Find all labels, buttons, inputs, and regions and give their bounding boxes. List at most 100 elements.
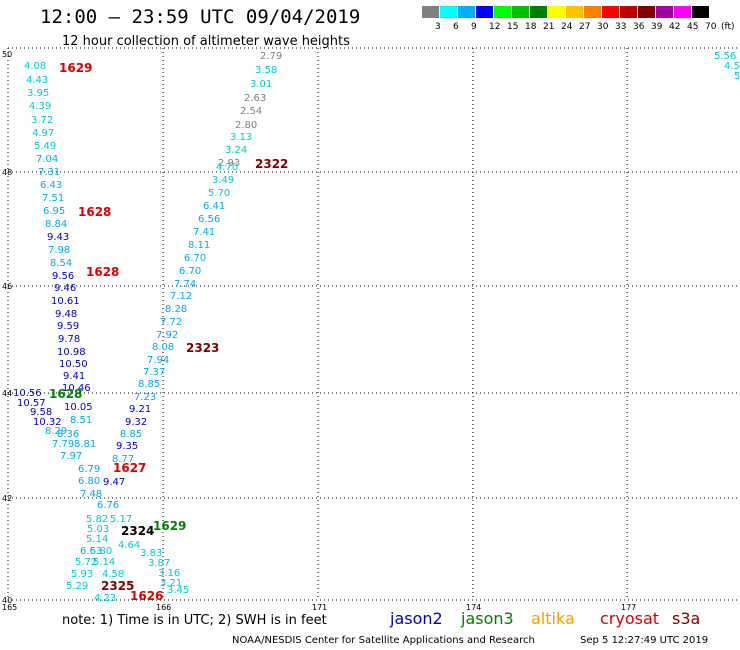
wave-height-label: 7.37	[143, 367, 166, 378]
wave-height-label: 5.49	[34, 141, 57, 152]
wave-height-label: 3.16	[158, 568, 181, 579]
legend-label: 3	[435, 22, 441, 32]
legend-label: 39	[651, 22, 663, 32]
wave-height-label: 9.41	[63, 371, 86, 382]
wave-height-label: 7.74	[174, 279, 197, 290]
wave-height-label: 8.54	[50, 258, 73, 269]
wave-height-label: 8.11	[188, 240, 211, 251]
wave-height-label: 6.43	[40, 180, 63, 191]
units-note: note: 1) Time is in UTC; 2) SWH is in fe…	[62, 613, 327, 628]
wave-height-label: 10.57	[17, 398, 46, 409]
wave-height-label: 4.23	[94, 593, 117, 604]
legend-swatch	[584, 6, 601, 18]
longitude-label: 171	[312, 603, 328, 612]
latitude-label: 48	[2, 168, 13, 177]
wave-height-label: 2.93	[218, 158, 241, 169]
wave-height-label: 4.97	[32, 128, 55, 139]
wave-height-label: 6.80	[78, 476, 101, 487]
legend-swatch	[692, 6, 709, 18]
longitude-label: 165	[2, 603, 18, 612]
wave-height-label: 2.80	[235, 120, 258, 131]
wave-height-label: 5.14	[86, 534, 109, 545]
wave-height-label: 3.72	[31, 115, 54, 126]
latitude-label: 40	[2, 596, 13, 605]
wave-height-label: 4.58	[102, 569, 125, 580]
wave-height-label: 3.87	[148, 558, 171, 569]
wave-height-label: 4.39	[29, 101, 52, 112]
legend-label: 42	[669, 22, 681, 32]
legend-swatch	[422, 6, 439, 18]
wave-height-label: 7.31	[38, 167, 61, 178]
legend-label: 36	[633, 22, 645, 32]
wave-height-label: 2.79	[260, 51, 283, 62]
wave-height-label: 9.48	[55, 309, 78, 320]
legend-swatch	[602, 6, 619, 18]
wave-height-label: 10.05	[64, 402, 93, 413]
satellite-name: jason2	[390, 609, 443, 628]
pass-time-label: 1626	[130, 589, 164, 603]
wave-height-label: 4.43	[26, 75, 49, 86]
wave-height-label: 5.93	[71, 569, 94, 580]
longitude-label: 166	[156, 603, 172, 612]
latitude-label: 50	[2, 50, 13, 59]
wave-height-label: 3.45	[167, 585, 190, 596]
wave-height-label: 10.56	[13, 388, 42, 399]
wave-height-label: 8.81	[74, 439, 97, 450]
legend-label: 27	[579, 22, 591, 32]
wave-height-label: 7.51	[42, 193, 65, 204]
legend-swatch	[548, 6, 565, 18]
wave-height-label: 5.56	[714, 51, 737, 62]
pass-time-label: 2324	[121, 524, 155, 538]
pass-time-label: 1629	[153, 519, 187, 533]
wave-height-label: 7.94	[147, 355, 170, 366]
satellite-name: cryosat	[600, 609, 660, 628]
legend-swatch	[494, 6, 511, 18]
latitude-label: 46	[2, 282, 13, 291]
wave-height-label: 9.47	[103, 477, 126, 488]
wave-height-label: 9.35	[116, 441, 139, 452]
legend-label: 9	[471, 22, 477, 32]
pass-time-label: 1628	[49, 387, 83, 401]
wave-height-label: 6.56	[198, 214, 221, 225]
wave-height-label: 3.58	[255, 65, 278, 76]
legend-label: (ft)	[721, 22, 735, 32]
wave-height-label: 3.49	[212, 175, 235, 186]
wave-height-label: 9.21	[129, 404, 152, 415]
wave-height-label: 7.92	[156, 330, 179, 341]
wave-height-label: 9.56	[52, 271, 75, 282]
legend-label: 33	[615, 22, 627, 32]
wave-height-label: 8.08	[152, 342, 175, 353]
wave-height-label: 2.63	[244, 93, 267, 104]
legend-label: 18	[525, 22, 537, 32]
wave-height-label: 8.28	[165, 304, 188, 315]
satellite-name: s3a	[672, 609, 701, 628]
wave-height-label: 4.08	[24, 61, 47, 72]
wave-height-label: 10.32	[33, 417, 62, 428]
plot-area: 2.79 3.58 3.01 2.63 2.54 2.80 3.13 3.24 2.93 4.70…	[0, 48, 740, 608]
wave-height-label: 6.70	[184, 253, 207, 264]
legend-label: 24	[561, 22, 573, 32]
wave-height-label: 6.41	[203, 201, 226, 212]
satellite-name: jason3	[461, 609, 514, 628]
wave-height-label: 9.78	[58, 334, 81, 345]
wave-height-label: 7.98	[48, 245, 71, 256]
pass-time-label: 2323	[186, 341, 220, 355]
legend-swatch	[440, 6, 457, 18]
wave-height-label: 10.46	[62, 383, 91, 394]
wave-height-label: 3.13	[230, 132, 253, 143]
wave-height-label: 3.95	[27, 88, 50, 99]
wave-height-label: 5.03	[87, 524, 110, 535]
wave-height-label: 9.58	[30, 407, 53, 418]
wave-height-label: 5.70	[208, 188, 231, 199]
wave-height-label: 9.59	[57, 321, 80, 332]
map-subtitle: 12 hour collection of altimeter wave hei…	[62, 34, 350, 49]
wave-height-label: 5.72	[75, 557, 98, 568]
wave-height-label: 3.83	[140, 548, 163, 559]
wave-height-label: 4.70	[216, 162, 239, 173]
wave-height-label: 7.23	[134, 392, 157, 403]
wave-height-label: 7.79	[52, 439, 75, 450]
pass-time-label: 2325	[101, 579, 135, 593]
wave-height-label: 8.85	[120, 429, 143, 440]
